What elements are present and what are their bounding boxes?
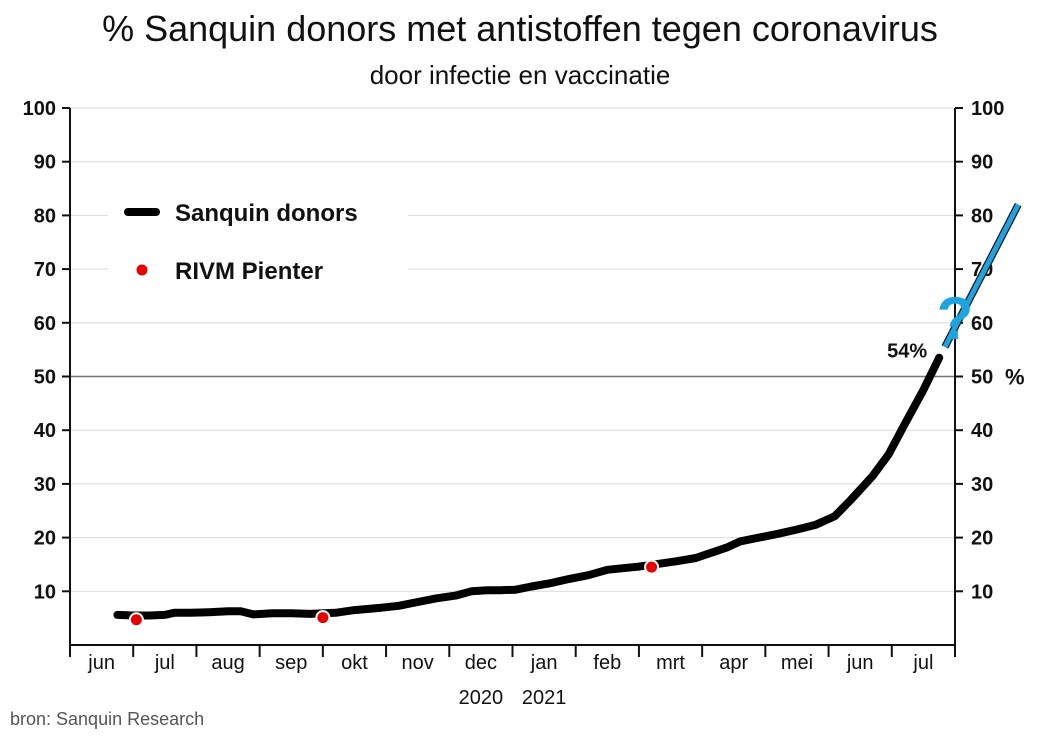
y-tick-label: 30 <box>971 474 993 496</box>
last-value-label: 54% <box>887 341 927 363</box>
y-tick-label: 80 <box>34 205 56 227</box>
question-mark: ? <box>937 285 974 352</box>
x-tick-label: nov <box>402 652 434 674</box>
rivm-pienter-point <box>128 612 144 628</box>
x-tick-label: apr <box>719 652 748 674</box>
y-tick-label: 90 <box>34 152 56 174</box>
series-line-sanquin-donors <box>113 353 944 620</box>
y-tick-label: 40 <box>971 420 993 442</box>
legend-box <box>108 190 408 290</box>
y-tick-label: 90 <box>971 152 993 174</box>
y-tick-label: 50 <box>971 367 993 389</box>
y-tick-label: 10 <box>34 581 56 603</box>
y-tick-label: 40 <box>34 420 56 442</box>
x-tick-label: dec <box>465 652 497 674</box>
x-tick-label: feb <box>593 652 621 674</box>
y-tick-label: 60 <box>971 313 993 335</box>
legend-swatch-rivm-pienter <box>134 262 150 278</box>
y-unit-label: % <box>1005 365 1025 390</box>
y-tick-label: 100 <box>23 98 56 120</box>
x-tick-label: mei <box>781 652 813 674</box>
y-tick-label: 70 <box>34 259 56 281</box>
x-year-label: 2021 <box>522 687 567 709</box>
x-tick-label: jun <box>846 652 874 674</box>
x-tick-label: sep <box>275 652 307 674</box>
y-tick-label: 50 <box>34 367 56 389</box>
y-tick-label: 20 <box>34 528 56 550</box>
x-tick-label: mrt <box>656 652 685 674</box>
y-tick-label: 80 <box>971 205 993 227</box>
rivm-pienter-point <box>644 559 660 575</box>
x-tick-label: jan <box>530 652 558 674</box>
x-tick-label: aug <box>211 652 244 674</box>
x-tick-label: jul <box>154 652 175 674</box>
projection-line <box>942 203 1021 349</box>
y-tick-label: 20 <box>971 528 993 550</box>
y-tick-label: 10 <box>971 581 993 603</box>
legend-label-sanquin-donors: Sanquin donors <box>175 200 358 227</box>
x-tick-label: okt <box>341 652 368 674</box>
legend-label-rivm-pienter: RIVM Pienter <box>175 258 323 285</box>
source-note: bron: Sanquin Research <box>10 709 205 729</box>
x-tick-label: jul <box>912 652 933 674</box>
x-tick-label: jun <box>87 652 115 674</box>
x-year-label: 2020 <box>459 687 504 709</box>
chart-title: % Sanquin donors met antistoffen tegen c… <box>102 8 938 49</box>
y-tick-label: 100 <box>971 98 1004 120</box>
chart-subtitle: door infectie en vaccinatie <box>369 60 671 90</box>
y-tick-label: 30 <box>34 474 56 496</box>
rivm-pienter-point <box>315 610 331 626</box>
y-tick-label: 60 <box>34 313 56 335</box>
